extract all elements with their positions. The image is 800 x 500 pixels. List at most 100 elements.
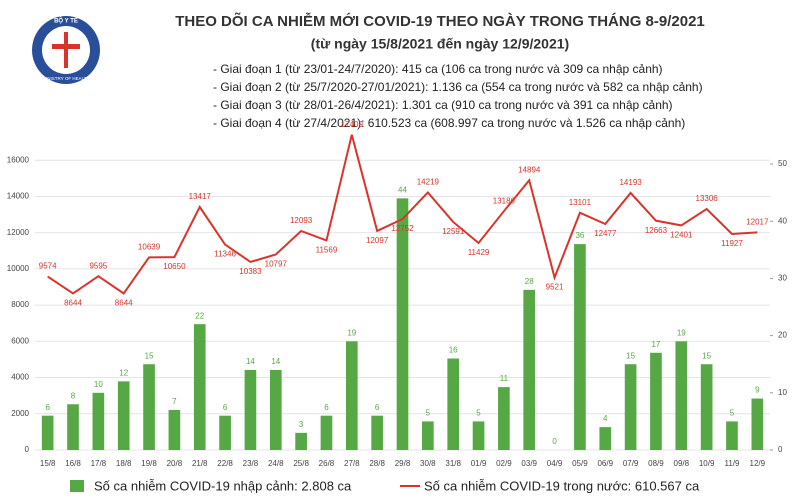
note: - Giai đoạn 4 (từ 27/4/2021): 610.523 ca… — [213, 116, 685, 130]
y-tick-label: 14000 — [7, 192, 30, 201]
bar — [269, 369, 282, 450]
line-label: 9574 — [39, 262, 57, 271]
x-tick-label: 20/8 — [167, 459, 183, 468]
logo-top: BỘ Y TẾ — [54, 17, 78, 25]
x-tick-label: 19/8 — [141, 459, 157, 468]
bar-label: 9 — [755, 386, 760, 395]
line-label: 12401 — [670, 231, 693, 240]
line-label: 13186 — [493, 196, 516, 205]
chart-subtitle: (từ ngày 15/8/2021 đến ngày 12/9/2021) — [311, 36, 569, 52]
line-label: 9595 — [89, 261, 107, 270]
bar — [726, 421, 738, 450]
bar-label: 15 — [626, 351, 635, 360]
bar-label: 15 — [702, 351, 711, 360]
y-tick-label: 8000 — [11, 300, 29, 309]
bar-label: 14 — [271, 357, 280, 366]
bar-label: 4 — [603, 414, 608, 423]
y2-tick-label: 0 — [778, 445, 783, 454]
x-tick-label: 03/9 — [521, 459, 537, 468]
bar — [700, 364, 713, 450]
x-tick-label: 31/8 — [445, 459, 461, 468]
bar-label: 6 — [324, 403, 329, 412]
bar-label: 12 — [119, 368, 128, 377]
bar-label: 6 — [45, 403, 50, 412]
y-tick-label: 4000 — [11, 373, 29, 382]
bar-label: 8 — [71, 391, 76, 400]
bar-label: 7 — [172, 397, 177, 406]
bar — [117, 381, 130, 450]
line-label: 12752 — [391, 224, 414, 233]
line-label: 14894 — [518, 165, 541, 174]
bar — [193, 324, 206, 450]
bar — [599, 427, 612, 450]
x-tick-label: 08/9 — [648, 459, 664, 468]
x-tick-label: 10/9 — [699, 459, 715, 468]
bar-label: 14 — [246, 357, 255, 366]
bar-label: 15 — [145, 351, 154, 360]
line-label: 11927 — [721, 239, 743, 248]
bar-label: 16 — [449, 346, 458, 355]
bar-label: 28 — [525, 277, 534, 286]
line-label: 14193 — [619, 178, 642, 187]
bar-label: 44 — [398, 185, 407, 194]
bar-label: 22 — [195, 311, 204, 320]
y2-tick-label: 10 — [778, 388, 787, 397]
x-tick-label: 27/8 — [344, 459, 360, 468]
x-tick-label: 05/9 — [572, 459, 588, 468]
x-tick-label: 15/8 — [40, 459, 56, 468]
y-tick-label: 10000 — [7, 264, 30, 273]
note: - Giai đoạn 2 (từ 25/7/2020-27/01/2021):… — [213, 80, 703, 94]
y-tick-label: 6000 — [11, 336, 29, 345]
line-label: 13101 — [569, 198, 592, 207]
x-tick-label: 26/8 — [319, 459, 335, 468]
y-tick-label: 16000 — [7, 155, 30, 164]
line-label: 8644 — [64, 299, 82, 308]
y-tick-label: 2000 — [11, 409, 29, 418]
line-label: 12591 — [442, 227, 465, 236]
line-label: 12097 — [366, 236, 389, 245]
bar — [244, 369, 257, 450]
line-label: 9521 — [546, 283, 564, 292]
chart-title: THEO DÕI CA NHIỄM MỚI COVID-19 THEO NGÀY… — [175, 12, 705, 30]
bar — [371, 415, 383, 450]
line-label: 12663 — [645, 226, 668, 235]
bar — [219, 415, 231, 450]
bar — [751, 398, 764, 450]
bar — [345, 341, 358, 450]
x-tick-label: 11/9 — [724, 459, 740, 468]
x-tick-label: 23/8 — [243, 459, 259, 468]
y2-tick-label: 40 — [778, 216, 787, 225]
x-tick-label: 21/8 — [192, 459, 208, 468]
y2-tick-label: 30 — [778, 274, 787, 283]
line-label: 8644 — [115, 299, 133, 308]
note: - Giai đoạn 1 (từ 23/01-24/7/2020): 415 … — [213, 62, 663, 76]
bar-label: 6 — [375, 403, 380, 412]
line-label: 12017 — [746, 217, 769, 226]
logo-staff — [64, 32, 68, 68]
line-label: 14219 — [417, 178, 440, 187]
bar-label: 17 — [651, 340, 660, 349]
x-tick-label: 02/9 — [496, 459, 512, 468]
bar-label: 11 — [500, 374, 509, 383]
line-label: 13306 — [696, 194, 719, 203]
line-label: 10383 — [239, 267, 262, 276]
bar-label: 3 — [299, 420, 304, 429]
x-tick-label: 28/8 — [369, 459, 385, 468]
x-tick-label: 29/8 — [395, 459, 411, 468]
bar — [143, 364, 155, 450]
bar — [650, 352, 662, 450]
line-label: 10650 — [163, 262, 186, 271]
bar — [295, 432, 307, 450]
bar-label: 5 — [730, 409, 735, 418]
bar-label: 19 — [347, 328, 356, 337]
bar — [574, 244, 586, 450]
line — [47, 134, 758, 295]
bar — [67, 404, 79, 450]
x-tick-label: 09/8 — [674, 459, 690, 468]
bar-label: 6 — [223, 403, 228, 412]
x-tick-label: 12/9 — [750, 459, 766, 468]
y-tick-label: 0 — [25, 445, 30, 454]
line-label: 11346 — [214, 250, 236, 259]
note: - Giai đoạn 3 (từ 28/01-26/4/2021): 1.30… — [213, 98, 673, 112]
x-tick-label: 06/9 — [597, 459, 613, 468]
